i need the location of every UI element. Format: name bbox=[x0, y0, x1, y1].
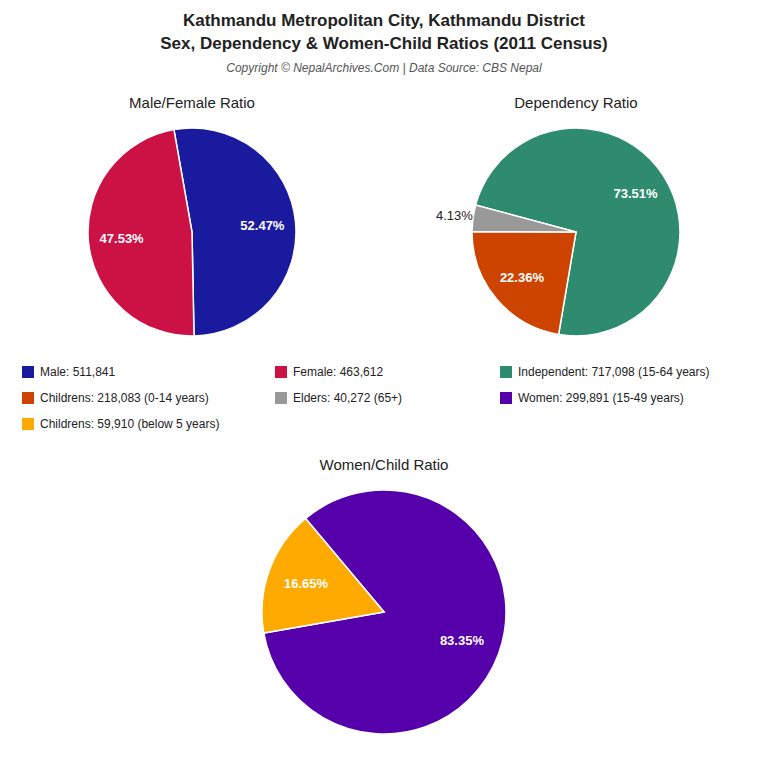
legend-swatch bbox=[500, 392, 512, 404]
pie: 83.35% 16.65% bbox=[262, 490, 506, 734]
figure-title: Sex, Dependency & Women-Child Ratios (20… bbox=[160, 34, 607, 53]
data-label: 47.53% bbox=[100, 231, 145, 246]
legend-entry: Independent: 717,098 (15-64 years) bbox=[518, 365, 709, 379]
data-label: 16.65% bbox=[284, 576, 329, 591]
legend-entry: Childrens: 218,083 (0-14 years) bbox=[40, 391, 209, 405]
pie: 73.51% 22.36% 4.13% bbox=[436, 128, 680, 336]
legend-entry: Childrens: 59,910 (below 5 years) bbox=[40, 417, 219, 431]
legend-entry: Elders: 40,272 (65+) bbox=[293, 391, 402, 405]
data-label: 52.47% bbox=[240, 218, 285, 233]
chart-title: Women/Child Ratio bbox=[320, 456, 449, 473]
data-label: 73.51% bbox=[613, 186, 658, 201]
legend-entry: Male: 511,841 bbox=[40, 365, 115, 379]
data-label: 22.36% bbox=[500, 270, 545, 285]
pie-slice bbox=[262, 519, 384, 634]
legend-swatch bbox=[275, 366, 287, 378]
data-label: 4.13% bbox=[436, 208, 473, 223]
figure-title: Kathmandu Metropolitan City, Kathmandu D… bbox=[183, 11, 585, 30]
legend-entry: Women: 299,891 (15-49 years) bbox=[518, 391, 684, 405]
chart-title: Dependency Ratio bbox=[514, 94, 637, 111]
legend-swatch bbox=[500, 366, 512, 378]
pie-slice bbox=[472, 232, 576, 335]
chart-title: Male/Female Ratio bbox=[129, 94, 255, 111]
legend-swatch bbox=[22, 366, 34, 378]
figure-subtitle: Copyright © NepalArchives.Com | Data Sou… bbox=[226, 61, 542, 75]
legend-entry: Female: 463,612 bbox=[293, 365, 383, 379]
legend-swatch bbox=[22, 418, 34, 430]
pie: 52.47% 47.53% bbox=[88, 128, 296, 336]
data-label: 83.35% bbox=[440, 633, 485, 648]
legend-swatch bbox=[22, 392, 34, 404]
legend: Male: 511,841 Female: 463,612 Independent:… bbox=[22, 365, 709, 431]
chart-root: Kathmandu Metropolitan City, Kathmandu D… bbox=[0, 0, 768, 768]
legend-swatch bbox=[275, 392, 287, 404]
pie-slice bbox=[88, 130, 194, 336]
pie-slice bbox=[472, 205, 576, 232]
